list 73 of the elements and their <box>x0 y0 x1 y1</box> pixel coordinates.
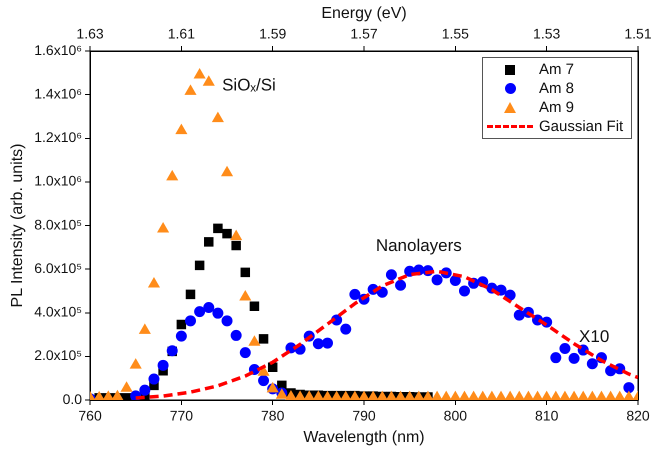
point <box>514 310 525 321</box>
point <box>322 338 333 349</box>
point <box>586 358 598 370</box>
point <box>623 382 634 394</box>
y-tick-label: 1.0x10⁶ <box>34 172 82 189</box>
point <box>432 274 443 286</box>
x2-tick-label: 1.59 <box>259 25 287 42</box>
x-tick-label: 760 <box>78 407 102 424</box>
y-axis-title: PL Intensity (arb. units) <box>9 144 26 308</box>
point <box>268 362 278 372</box>
y-tick-label: 1.6x10⁶ <box>34 42 82 58</box>
x-axis-title: Wavelength (nm) <box>303 428 425 446</box>
point <box>559 343 570 354</box>
x2-tick-label: 1.51 <box>624 25 652 42</box>
point <box>568 352 580 364</box>
point <box>186 290 196 300</box>
x-tick-label: 820 <box>626 407 650 424</box>
point <box>194 260 204 270</box>
point <box>204 237 214 247</box>
point <box>213 224 223 234</box>
point <box>176 330 187 342</box>
legend-label: Gaussian Fit <box>539 118 624 135</box>
y-tick-label: 6.0x10⁵ <box>34 260 82 276</box>
x2-tick-label: 1.53 <box>533 25 561 42</box>
annotation: Nanolayers <box>376 236 462 256</box>
point <box>222 228 232 238</box>
point <box>222 315 233 326</box>
point <box>376 286 388 298</box>
point <box>176 320 186 330</box>
x2-axis-title: Energy (eV) <box>321 5 407 22</box>
legend-label: Am 7 <box>539 61 574 78</box>
point <box>139 384 150 396</box>
point <box>203 302 214 314</box>
point <box>240 268 250 278</box>
point <box>349 288 360 300</box>
point <box>312 338 324 350</box>
point <box>194 306 206 318</box>
point <box>504 290 516 301</box>
x-tick-label: 770 <box>170 407 194 424</box>
legend-label: Am 9 <box>539 99 574 116</box>
point <box>231 240 241 250</box>
point <box>386 269 397 280</box>
point <box>212 308 224 319</box>
point <box>148 374 160 385</box>
point <box>185 315 196 326</box>
point <box>550 352 562 364</box>
y-tick-label: 8.0x10⁵ <box>34 216 82 232</box>
x2-tick-label: 1.63 <box>76 25 104 42</box>
point <box>258 334 268 344</box>
point <box>458 285 470 296</box>
x-tick-label: 800 <box>444 407 468 424</box>
annotation: X10 <box>579 326 610 346</box>
x2-tick-label: 1.55 <box>442 25 470 42</box>
point <box>240 347 251 358</box>
point <box>250 301 260 311</box>
x2-tick-label: 1.57 <box>350 25 378 42</box>
legend-label: Am 8 <box>539 80 574 97</box>
y-tick-label: 1.2x10⁶ <box>34 129 82 146</box>
x2-tick-label: 1.61 <box>168 25 196 42</box>
point <box>158 360 169 371</box>
point <box>230 330 242 341</box>
point <box>450 274 461 286</box>
point <box>258 375 270 386</box>
y-tick-label: 1.4x10⁶ <box>34 85 82 102</box>
point <box>395 280 406 291</box>
x-tick-label: 810 <box>534 407 559 424</box>
y-tick-label: 2.0x10⁵ <box>34 347 82 364</box>
x-tick-label: 790 <box>352 407 376 424</box>
y-tick-label: 0.0 <box>62 390 82 407</box>
annotation: SiOₓ/Si <box>222 76 276 95</box>
x-tick-label: 780 <box>261 407 285 424</box>
point <box>340 324 352 335</box>
y-tick-label: 4.0x10⁵ <box>34 304 82 320</box>
